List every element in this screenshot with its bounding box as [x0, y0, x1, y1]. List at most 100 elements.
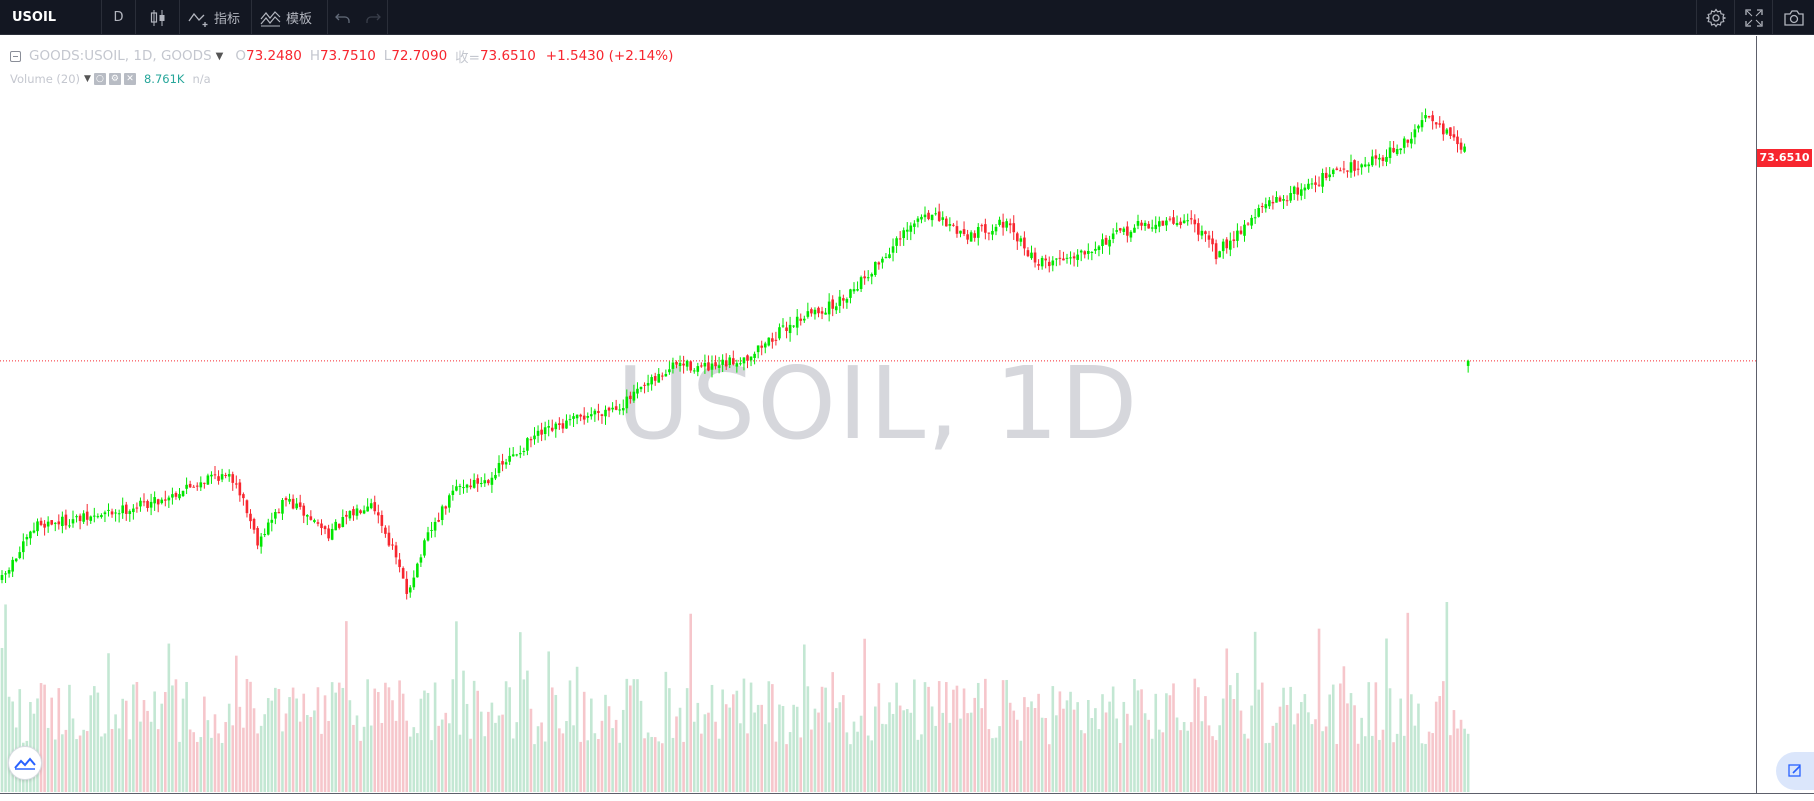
volume-bar [511, 738, 515, 792]
volume-bar [1413, 725, 1417, 792]
settings-button[interactable] [1696, 0, 1734, 35]
volume-bar [504, 681, 508, 792]
candle [618, 403, 621, 415]
candle [178, 487, 181, 501]
close-icon[interactable]: ✕ [123, 73, 136, 85]
volume-bar [107, 653, 110, 792]
series-title[interactable]: GOODS:USOIL, 1D, GOODS [29, 48, 212, 64]
volume-bar [352, 724, 355, 792]
chevron-down-icon[interactable]: ▼ [215, 50, 224, 62]
symbol-search-button[interactable]: USOIL [0, 0, 102, 35]
candle [1275, 191, 1278, 203]
indicators-button[interactable]: 指标 [180, 0, 252, 35]
volume-bar [448, 723, 451, 792]
volume-bar [1197, 687, 1200, 792]
candle [433, 517, 437, 538]
volume-bar [433, 682, 437, 792]
templates-icon [260, 10, 281, 26]
volume-bar [1225, 648, 1229, 792]
fullscreen-button[interactable] [1734, 0, 1772, 35]
volume-bar [1200, 721, 1204, 792]
volume-bar [653, 737, 657, 792]
volume-bar [1047, 744, 1051, 792]
candle [767, 337, 771, 347]
candle [678, 355, 682, 372]
gear-icon[interactable]: ⚙ [108, 73, 121, 85]
volume-bar [969, 712, 973, 792]
candle [29, 530, 32, 545]
volume-bar [774, 741, 778, 792]
visibility-icon[interactable]: ○ [93, 73, 106, 85]
candle [71, 510, 75, 528]
candle [732, 350, 735, 366]
volume-bar [124, 700, 128, 792]
indicators-label: 指标 [214, 12, 241, 27]
volume-bar [238, 706, 242, 792]
volume-bar [1193, 678, 1197, 792]
redo-button[interactable] [358, 0, 388, 35]
volume-bar [1278, 706, 1282, 792]
volume-bar [1303, 694, 1307, 792]
volume-bar [53, 739, 57, 792]
candle [249, 509, 252, 529]
volume-bar [185, 681, 188, 792]
candle [717, 356, 721, 374]
volume-bar [206, 720, 210, 792]
volume-bar [547, 651, 550, 792]
volume-bar [891, 713, 895, 792]
volume-bar [792, 704, 795, 792]
candle [96, 513, 100, 519]
candle [760, 340, 763, 356]
volume-bar [625, 678, 629, 792]
candle [753, 351, 756, 365]
volume-bar [898, 705, 902, 792]
candle [550, 419, 554, 433]
candle [621, 399, 625, 416]
volume-bar [61, 734, 64, 792]
volume-bar [1374, 682, 1378, 792]
volume-bar [1289, 686, 1292, 792]
candle [536, 425, 540, 443]
volume-bar [1140, 689, 1143, 792]
volume-bar [117, 728, 121, 792]
logo-button[interactable] [8, 746, 42, 780]
volume-bar [842, 695, 845, 792]
candle [1193, 214, 1197, 233]
candle [270, 512, 274, 532]
candle [774, 331, 778, 346]
candlestick-chart[interactable] [0, 36, 1756, 793]
volume-bar [930, 706, 934, 792]
candle [107, 503, 110, 517]
volume-bar [1442, 681, 1445, 792]
collapse-legend-icon[interactable] [10, 50, 21, 62]
candle [337, 523, 341, 530]
candle [1072, 252, 1076, 267]
candle [707, 355, 710, 372]
chart-style-button[interactable] [136, 0, 180, 35]
volume-title[interactable]: Volume (20) [10, 72, 81, 86]
volume-bar [309, 716, 313, 792]
volume-bar [1179, 730, 1182, 792]
candle [1278, 195, 1282, 202]
candle [980, 223, 984, 232]
snapshot-button[interactable] [1772, 0, 1814, 35]
volume-bar [121, 698, 124, 792]
candle [579, 413, 582, 422]
volume-bar [590, 698, 593, 792]
volume-bar [1466, 733, 1470, 792]
candle [437, 512, 440, 523]
volume-bar [927, 686, 930, 792]
candle [149, 493, 153, 516]
candle [295, 497, 298, 510]
volume-bar [1402, 735, 1406, 792]
templates-button[interactable]: 模板 [252, 0, 328, 35]
candle [724, 353, 728, 371]
undo-button[interactable] [328, 0, 358, 35]
candle [1363, 156, 1367, 168]
time-axis[interactable] [0, 793, 1814, 801]
chevron-down-icon[interactable]: ▼ [84, 74, 91, 84]
interval-button[interactable]: D [102, 0, 136, 35]
volume-bar [0, 647, 4, 792]
volume-bar [632, 679, 636, 792]
drawing-toolbar-button[interactable] [1776, 752, 1814, 790]
